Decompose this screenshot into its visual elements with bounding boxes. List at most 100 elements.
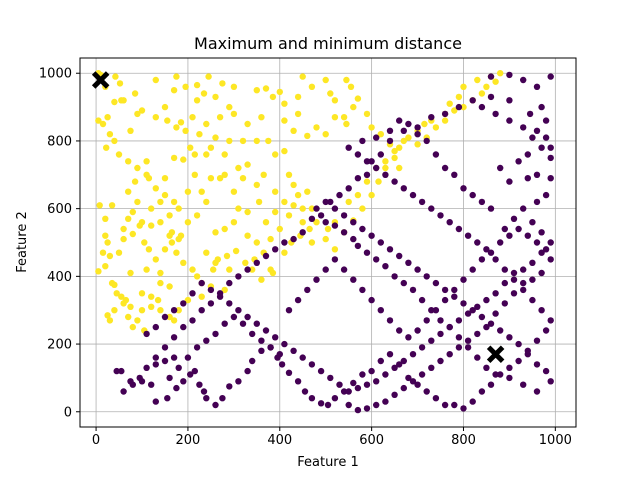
data-point: [446, 219, 453, 226]
data-point: [182, 83, 189, 91]
data-point: [115, 151, 123, 158]
data-point: [538, 144, 545, 151]
data-point: [230, 188, 238, 195]
data-point: [166, 283, 173, 290]
data-point: [538, 103, 545, 111]
data-point: [294, 191, 302, 199]
data-point: [285, 369, 293, 376]
data-point: [451, 293, 458, 300]
data-point: [460, 103, 467, 111]
data-point: [538, 229, 545, 236]
data-point: [542, 191, 550, 199]
data-point: [373, 164, 380, 172]
data-point: [418, 296, 426, 304]
data-point: [152, 114, 159, 121]
data-point: [235, 205, 242, 212]
data-point: [487, 73, 495, 80]
data-point: [168, 229, 176, 236]
data-point: [432, 279, 440, 287]
data-point: [170, 334, 178, 341]
data-point: [221, 151, 228, 158]
data-point: [547, 317, 554, 324]
data-point: [474, 354, 481, 361]
data-point: [152, 76, 159, 84]
data-point: [138, 107, 146, 114]
data-point: [216, 293, 224, 300]
data-point: [492, 371, 499, 378]
data-point: [542, 134, 550, 141]
data-point: [331, 97, 339, 104]
data-point: [281, 249, 288, 256]
data-point: [230, 313, 238, 321]
data-point: [533, 171, 541, 178]
data-point: [143, 364, 150, 371]
data-point: [350, 276, 357, 283]
data-point: [290, 202, 297, 209]
data-point: [239, 175, 247, 182]
data-point: [272, 246, 279, 253]
data-point: [327, 198, 334, 206]
data-point: [249, 357, 256, 365]
data-point: [184, 219, 192, 226]
data-point: [520, 279, 527, 287]
data-point: [120, 235, 127, 243]
data-point: [446, 100, 453, 107]
data-point: [373, 256, 380, 263]
data-point: [524, 175, 531, 182]
data-point: [290, 127, 297, 134]
data-point: [423, 273, 430, 280]
data-point: [269, 93, 277, 101]
data-point: [189, 290, 196, 297]
data-point: [340, 114, 348, 121]
data-point: [219, 395, 226, 402]
data-point: [501, 225, 508, 233]
data-point: [134, 164, 141, 172]
data-point: [299, 73, 306, 80]
data-point: [464, 337, 472, 344]
data-point: [111, 98, 118, 106]
data-point: [203, 151, 210, 158]
data-point: [230, 219, 238, 226]
x-tick-label: 400: [267, 433, 292, 448]
data-point: [322, 219, 329, 226]
data-point: [244, 208, 251, 216]
data-point: [143, 330, 150, 338]
data-point: [363, 171, 371, 178]
data-point: [267, 235, 274, 243]
data-point: [244, 120, 251, 128]
data-point: [322, 235, 329, 243]
y-tick-label: 1000: [39, 67, 72, 82]
data-point: [244, 232, 251, 239]
data-point: [148, 303, 155, 310]
data-point: [400, 384, 407, 392]
data-point: [460, 276, 467, 283]
data-point: [497, 164, 504, 172]
data-point: [125, 215, 132, 222]
x-axis-label: Feature 1: [297, 455, 359, 470]
data-point: [345, 198, 352, 206]
data-point: [547, 175, 554, 182]
data-point: [464, 310, 472, 317]
data-point: [515, 158, 522, 165]
data-point: [203, 120, 210, 128]
data-point: [506, 178, 513, 185]
data-point: [441, 286, 449, 294]
data-point: [405, 334, 412, 341]
data-point: [187, 144, 194, 151]
data-point: [368, 158, 375, 165]
data-point: [460, 300, 467, 307]
data-point: [200, 388, 208, 395]
data-point: [524, 151, 531, 158]
data-point: [547, 73, 554, 80]
axes-frame: [79, 57, 577, 428]
data-point: [191, 171, 198, 178]
x-marker: [486, 345, 505, 363]
data-point: [400, 357, 407, 365]
data-point: [244, 313, 251, 321]
data-point: [102, 215, 109, 222]
data-point: [506, 117, 513, 124]
data-point: [129, 230, 136, 238]
data-point: [157, 307, 164, 314]
data-point: [487, 93, 495, 101]
data-point: [116, 80, 124, 87]
